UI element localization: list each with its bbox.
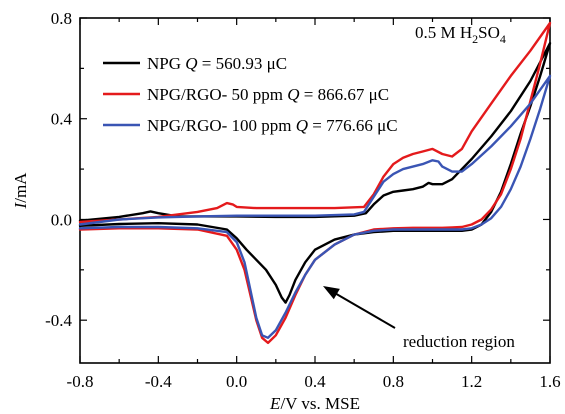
legend-label-1: NPG Q = 560.93 μC — [147, 54, 287, 73]
axes: -0.8 -0.4 0.0 0.4 0.8 1.2 1.6 -0.4 0.0 0.4 0.8 E/V … — [11, 9, 561, 413]
electrolyte-label: 0.5 M H2SO4 — [415, 23, 506, 46]
x-tick-label: -0.8 — [67, 372, 94, 391]
x-tick-label: 0.0 — [226, 372, 247, 391]
legend: NPG Q = 560.93 μC NPG/RGO- 50 ppm Q = 866… — [103, 54, 398, 135]
y-axis-title: I/mA — [11, 172, 30, 210]
x-axis-title: E/V vs. MSE — [269, 394, 360, 413]
x-tick-label: 1.2 — [461, 372, 482, 391]
x-tick-label: 0.8 — [383, 372, 404, 391]
reduction-arrow-shaft — [332, 291, 396, 329]
x-tick-label: -0.4 — [145, 372, 172, 391]
series-line-1 — [78, 42, 552, 304]
series-line-3 — [78, 74, 552, 339]
legend-label-2: NPG/RGO- 50 ppm Q = 866.67 μC — [147, 85, 389, 104]
y-tick-label: 0.4 — [51, 110, 73, 129]
y-tick-label: 0.0 — [51, 210, 72, 229]
x-tick-label: 0.4 — [304, 372, 326, 391]
reduction-arrow-head — [323, 286, 340, 300]
series-lines — [78, 21, 552, 345]
annotations: 0.5 M H2SO4 reduction region — [323, 23, 515, 351]
x-tick-label: 1.6 — [539, 372, 560, 391]
series-line-2 — [78, 21, 552, 345]
legend-label-3: NPG/RGO- 100 ppm Q = 776.66 μC — [147, 116, 398, 135]
y-tick-label: 0.8 — [51, 9, 72, 28]
y-tick-label: -0.4 — [45, 311, 72, 330]
reduction-region-label: reduction region — [403, 332, 515, 351]
